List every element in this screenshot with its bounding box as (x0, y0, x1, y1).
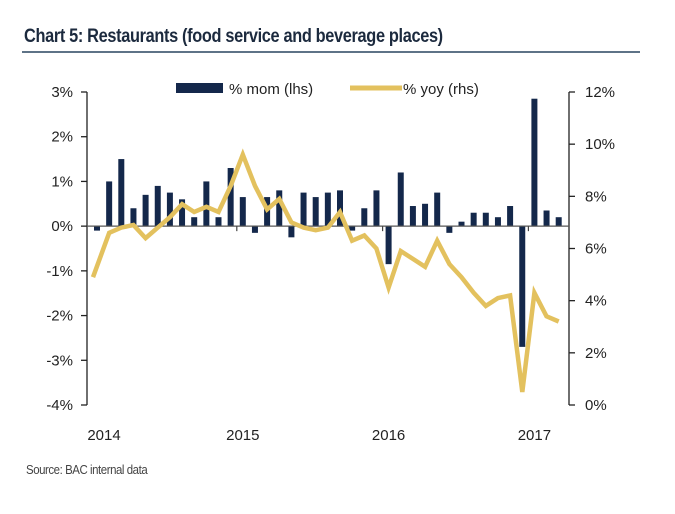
mom-bar (385, 226, 392, 265)
right-axis-tick-label: 0% (585, 397, 607, 414)
mom-bar (337, 190, 343, 227)
right-axis-tick-label: 4% (585, 293, 607, 310)
right-axis-tick-label: 6% (585, 241, 607, 258)
mom-bar (106, 181, 113, 227)
yoy-line (90, 148, 560, 393)
mom-bar (142, 194, 149, 227)
mom-bar (288, 226, 295, 238)
source-note: Source: BAC internal data (26, 462, 148, 477)
mom-bar (373, 190, 380, 227)
legend-mom-swatch (176, 83, 223, 93)
x-axis-tick-label: 2016 (372, 427, 405, 444)
right-axis-tick-label: 10% (585, 136, 615, 153)
x-axis-tick-label: 2014 (87, 427, 120, 444)
mom-bar (409, 206, 416, 227)
mom-bar (215, 217, 222, 227)
chart-title: Chart 5: Restaurants (food service and b… (24, 26, 443, 47)
mom-bar (191, 217, 198, 227)
x-axis-tick-label: 2017 (518, 427, 551, 444)
right-axis-tick-label: 2% (585, 345, 607, 362)
mom-bar (166, 192, 173, 227)
mom-bar (312, 197, 319, 227)
mom-bar (361, 208, 368, 227)
title-underline (22, 51, 640, 53)
left-axis-tick-label: 1% (51, 173, 73, 190)
mom-bar (531, 98, 538, 227)
right-axis: 12% 10% 8% 6% 4% 2% 0% (568, 84, 615, 414)
mom-bar (397, 172, 404, 227)
mom-bar (118, 159, 125, 227)
legend-yoy-label: % yoy (rhs) (403, 81, 479, 98)
left-axis-tick-label: -3% (46, 352, 73, 369)
left-axis-tick-label: -2% (46, 308, 73, 325)
left-axis-tick-label: 0% (51, 218, 73, 235)
mom-bar (300, 192, 307, 227)
left-axis-tick-label: -1% (46, 263, 73, 280)
legend: % mom (lhs) % yoy (rhs) (176, 81, 479, 98)
mom-bar (203, 181, 210, 227)
mom-bar (519, 226, 526, 347)
mom-bars (94, 98, 562, 347)
x-axis-tick-label: 2015 (226, 427, 259, 444)
left-axis: 3% 2% 1% 0% -1% -2% -3% -4% (46, 84, 88, 414)
legend-mom-label: % mom (lhs) (229, 81, 313, 98)
mom-bar (470, 212, 477, 227)
left-axis-tick-label: 3% (51, 84, 73, 101)
mom-bar (154, 185, 161, 227)
right-axis-tick-label: 12% (585, 84, 615, 101)
mom-bar (227, 168, 234, 227)
yoy-line-series (90, 148, 560, 393)
mom-bar (434, 192, 441, 227)
mom-bar (555, 217, 562, 227)
mom-bar (494, 217, 501, 227)
mom-bar (446, 226, 453, 233)
mom-bar (349, 226, 356, 231)
mom-bar (94, 226, 100, 231)
mom-bar (239, 197, 246, 227)
mom-bar (507, 206, 514, 227)
mom-bar (179, 199, 186, 227)
mom-bar (458, 221, 465, 227)
x-axis-ticks: 2014 2015 2016 2017 (87, 226, 551, 444)
left-axis-tick-label: 2% (51, 129, 73, 146)
mom-bar (130, 208, 137, 227)
mom-bar (276, 190, 283, 227)
mom-bar (422, 203, 429, 227)
mom-bar (482, 212, 489, 227)
right-axis-tick-label: 8% (585, 188, 607, 205)
mom-bar (251, 226, 258, 233)
mom-bar (324, 192, 331, 227)
left-axis-tick-label: -4% (46, 397, 73, 414)
mom-bar (543, 210, 550, 227)
